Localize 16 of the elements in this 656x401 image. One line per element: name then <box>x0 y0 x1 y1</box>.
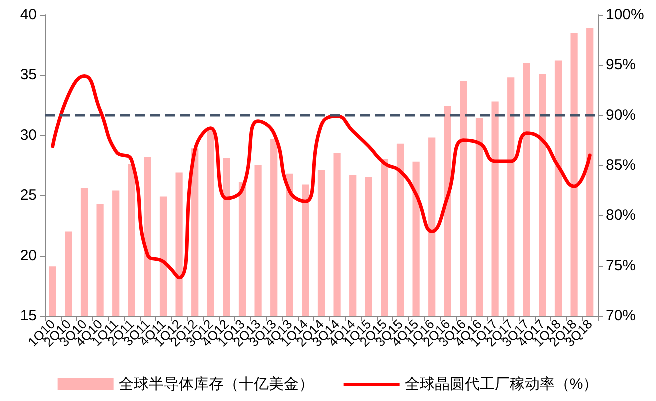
y-tick-label: 40 <box>20 6 37 24</box>
y-tick-label: 30 <box>20 126 37 144</box>
y-tick-label: 35 <box>20 66 37 84</box>
y2-tick-label: 100% <box>606 6 644 24</box>
legend-label: 全球半导体库存（十亿美金） <box>118 376 314 393</box>
y-tick-label: 25 <box>20 187 37 204</box>
y-tick-label: 15 <box>20 308 37 324</box>
y2-tick-label: 90% <box>606 106 636 124</box>
y2-tick-label: 80% <box>606 207 636 224</box>
y2-tick-label: 70% <box>606 308 636 324</box>
y-tick-label: 20 <box>20 247 37 264</box>
line-series <box>51 74 592 280</box>
y2-tick-label: 85% <box>606 157 636 174</box>
y2-tick-label: 75% <box>606 257 636 274</box>
y2-tick-label: 95% <box>606 56 636 74</box>
legend-label: 全球晶圆代工厂稼动率（%） <box>404 376 598 393</box>
